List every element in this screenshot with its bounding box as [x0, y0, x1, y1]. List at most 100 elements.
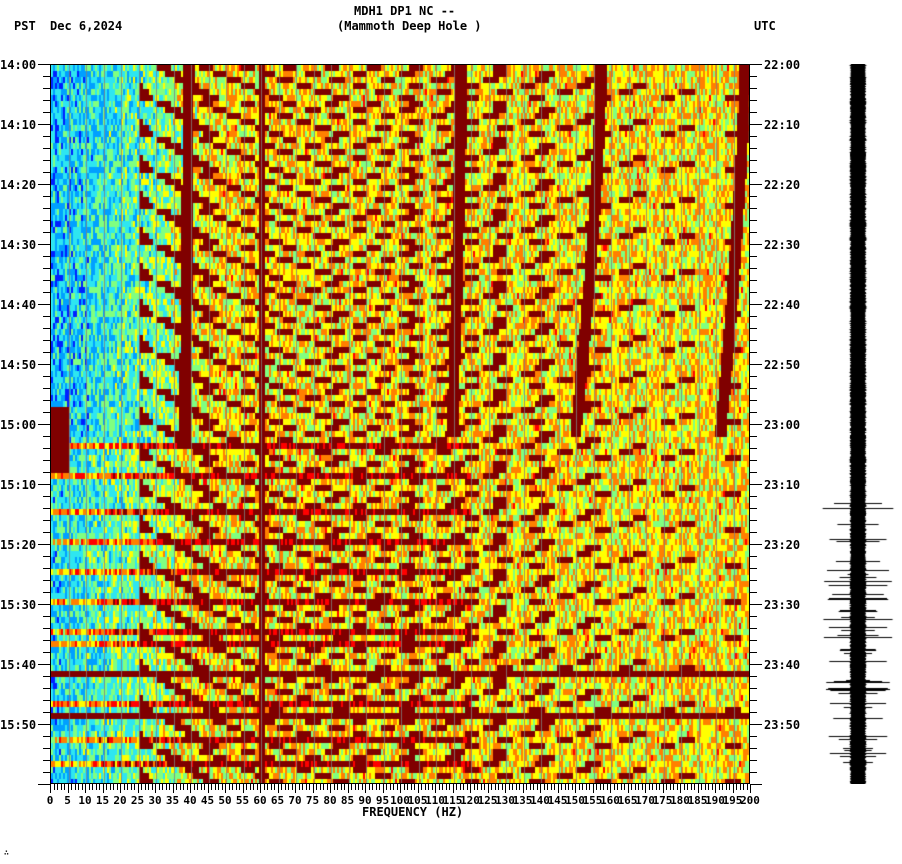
frequency-tick: [141, 784, 142, 790]
frequency-label: 170: [635, 794, 655, 807]
left-time-tick: [43, 472, 50, 473]
frequency-tick: [358, 784, 359, 790]
frequency-tick: [92, 784, 93, 790]
frequency-label: 60: [253, 794, 267, 807]
frequency-tick: [442, 784, 443, 790]
frequency-tick: [337, 784, 338, 790]
frequency-tick: [509, 784, 510, 790]
frequency-tick: [82, 784, 83, 790]
footer-mark: ∴: [4, 848, 9, 857]
right-time-tick: [750, 712, 757, 713]
frequency-tick: [299, 784, 300, 790]
frequency-tick: [75, 784, 76, 790]
frequency-tick: [726, 784, 727, 790]
frequency-tick: [596, 784, 597, 790]
left-time-tick: [43, 352, 50, 353]
frequency-tick: [470, 784, 471, 793]
right-time-tick: [750, 592, 757, 593]
frequency-tick: [677, 784, 678, 790]
frequency-tick: [712, 784, 713, 790]
frequency-label: 175: [652, 794, 673, 807]
frequency-tick: [197, 784, 198, 790]
frequency-tick: [131, 784, 132, 790]
frequency-tick: [61, 784, 62, 790]
frequency-tick: [222, 784, 223, 790]
frequency-tick: [379, 784, 380, 790]
frequency-tick: [701, 784, 702, 790]
frequency-tick: [656, 784, 657, 790]
frequency-tick: [344, 784, 345, 790]
right-time-tick: [750, 772, 757, 773]
frequency-tick: [309, 784, 310, 790]
right-time-tick: [750, 784, 762, 785]
right-time-tick: [750, 340, 757, 341]
left-time-tick: [38, 544, 50, 545]
frequency-tick: [491, 784, 492, 790]
left-timezone-label: PST: [14, 19, 36, 33]
frequency-tick: [180, 784, 181, 790]
right-time-tick: [750, 460, 757, 461]
frequency-tick: [691, 784, 692, 790]
right-time-tick: [750, 688, 757, 689]
frequency-label: 150: [565, 794, 585, 807]
right-time-tick: [750, 736, 757, 737]
frequency-tick: [418, 784, 419, 793]
frequency-tick: [642, 784, 643, 790]
frequency-tick: [236, 784, 237, 790]
frequency-tick: [211, 784, 212, 790]
right-time-tick: [750, 244, 762, 245]
right-time-tick: [750, 616, 757, 617]
left-time-tick: [38, 304, 50, 305]
frequency-label: 195: [722, 794, 743, 807]
frequency-tick: [351, 784, 352, 790]
frequency-tick: [411, 784, 412, 790]
left-time-tick: [43, 256, 50, 257]
frequency-tick: [670, 784, 671, 790]
frequency-tick: [530, 784, 531, 790]
left-time-label: 15:20: [0, 538, 37, 552]
frequency-tick: [285, 784, 286, 790]
frequency-tick: [516, 784, 517, 790]
frequency-tick: [519, 784, 520, 790]
left-time-tick: [43, 388, 50, 389]
left-time-tick: [43, 400, 50, 401]
right-time-tick: [750, 484, 762, 485]
frequency-tick: [652, 784, 653, 790]
frequency-tick: [173, 784, 174, 793]
left-time-tick: [43, 148, 50, 149]
frequency-tick: [176, 784, 177, 790]
frequency-tick: [166, 784, 167, 790]
frequency-tick: [694, 784, 695, 790]
frequency-tick: [383, 784, 384, 793]
left-time-tick: [43, 280, 50, 281]
spectrogram-plot: [50, 64, 750, 784]
frequency-label: 15: [95, 794, 110, 807]
left-time-tick: [38, 604, 50, 605]
frequency-tick: [348, 784, 349, 793]
frequency-tick: [250, 784, 251, 790]
left-time-tick: [43, 232, 50, 233]
right-time-tick: [750, 628, 757, 629]
left-time-tick: [43, 220, 50, 221]
frequency-tick: [103, 784, 104, 793]
left-time-tick: [43, 460, 50, 461]
frequency-tick: [393, 784, 394, 790]
left-time-tick: [38, 424, 50, 425]
frequency-tick: [663, 784, 664, 793]
left-time-tick: [38, 124, 50, 125]
frequency-tick: [722, 784, 723, 790]
station-title: MDH1 DP1 NC --: [354, 4, 456, 18]
frequency-label: 85: [340, 794, 355, 807]
right-time-label: 23:30: [764, 598, 801, 612]
left-time-tick: [43, 292, 50, 293]
left-time-tick: [43, 676, 50, 677]
frequency-tick: [698, 784, 699, 793]
frequency-tick: [593, 784, 594, 793]
frequency-tick: [628, 784, 629, 793]
frequency-tick: [316, 784, 317, 790]
frequency-tick: [743, 784, 744, 790]
left-time-tick: [43, 532, 50, 533]
spectrogram-canvas: [51, 65, 749, 783]
frequency-tick: [523, 784, 524, 793]
frequency-tick: [155, 784, 156, 793]
